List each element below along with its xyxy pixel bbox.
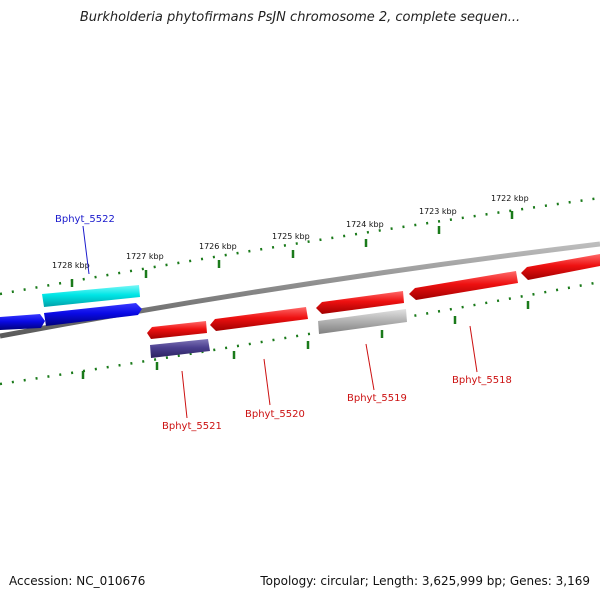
blue-gene-feature[interactable] [44,303,142,326]
ruler-label-1725: 1725 kbp [272,232,310,241]
gene-bphyt-5518-feature[interactable] [409,271,518,300]
inner-ruler-major-ticks [81,301,530,379]
gene-label-bphyt-5521[interactable]: Bphyt_5521 [162,421,222,432]
gene-bphyt-5522-feature[interactable] [42,285,140,307]
gene-label-bphyt-5518[interactable]: Bphyt_5518 [452,375,512,386]
blue-gene-feature[interactable] [0,314,45,330]
leader-bphyt-5520 [263,358,271,406]
ruler-label-1722: 1722 kbp [491,194,529,203]
gene-label-bphyt-5522[interactable]: Bphyt_5522 [55,214,115,225]
leader-bphyt-5518 [469,325,478,373]
leader-bphyt-5522 [82,225,90,275]
ruler-label-1728: 1728 kbp [52,261,90,270]
outer-ruler-line [0,196,600,296]
inner-ruler-line [0,280,600,386]
accession-text: Accession: NC_010676 [9,574,146,588]
red-gene-feature[interactable] [316,291,404,314]
gene-bphyt-5521-feature[interactable] [150,339,210,358]
genome-summary-text: Topology: circular; Length: 3,625,999 bp… [260,574,590,588]
forward-strand-features [0,285,142,330]
ruler-label-1726: 1726 kbp [199,242,237,251]
red-gene-feature[interactable] [521,254,600,280]
gene-label-leaders [82,225,478,419]
map-title: Burkholderia phytofirmans PsJN chromosom… [79,10,521,25]
ruler-label-1723: 1723 kbp [419,207,457,216]
ruler-major-ticks [70,211,514,287]
reverse-strand-features [147,254,600,358]
gene-bphyt-5521-red-feature[interactable] [147,321,207,339]
gene-bphyt-5519-feature[interactable] [318,309,407,334]
ruler-label-1727: 1727 kbp [126,252,164,261]
leader-bphyt-5521 [181,370,188,419]
gene-label-bphyt-5520[interactable]: Bphyt_5520 [245,409,305,420]
leader-bphyt-5519 [365,343,375,391]
gene-label-bphyt-5519[interactable]: Bphyt_5519 [347,393,407,404]
ruler-label-1724: 1724 kbp [346,220,384,229]
gene-bphyt-5520-feature[interactable] [210,307,308,331]
